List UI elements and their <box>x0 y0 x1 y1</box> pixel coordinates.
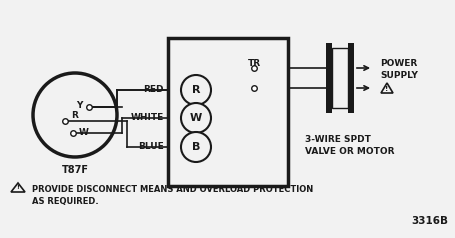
Text: AS REQUIRED.: AS REQUIRED. <box>32 198 98 207</box>
Text: T87F: T87F <box>61 165 88 175</box>
Text: R: R <box>71 111 78 120</box>
Text: 3-WIRE SPDT: 3-WIRE SPDT <box>304 135 370 144</box>
Text: 3316B: 3316B <box>410 216 447 226</box>
Bar <box>331 48 347 108</box>
Text: W: W <box>79 129 89 138</box>
Text: PROVIDE DISCONNECT MEANS AND OVERLOAD PROTECTION: PROVIDE DISCONNECT MEANS AND OVERLOAD PR… <box>32 185 313 194</box>
Text: VALVE OR MOTOR: VALVE OR MOTOR <box>304 148 394 157</box>
Text: BLUE: BLUE <box>138 143 164 152</box>
Text: Y: Y <box>76 101 83 110</box>
Text: R: R <box>192 85 200 95</box>
Text: RED: RED <box>143 85 164 94</box>
Text: SUPPLY: SUPPLY <box>379 70 417 79</box>
Text: !: ! <box>384 86 388 92</box>
Text: POWER: POWER <box>379 59 416 68</box>
Circle shape <box>181 132 211 162</box>
Text: TR: TR <box>247 60 260 69</box>
Text: B: B <box>192 142 200 152</box>
Text: W: W <box>189 113 202 123</box>
Text: WHITE: WHITE <box>131 114 164 123</box>
Bar <box>325 43 331 113</box>
Circle shape <box>181 75 211 105</box>
Bar <box>347 43 353 113</box>
Bar <box>167 38 288 186</box>
Text: !: ! <box>16 185 20 190</box>
Circle shape <box>181 103 211 133</box>
